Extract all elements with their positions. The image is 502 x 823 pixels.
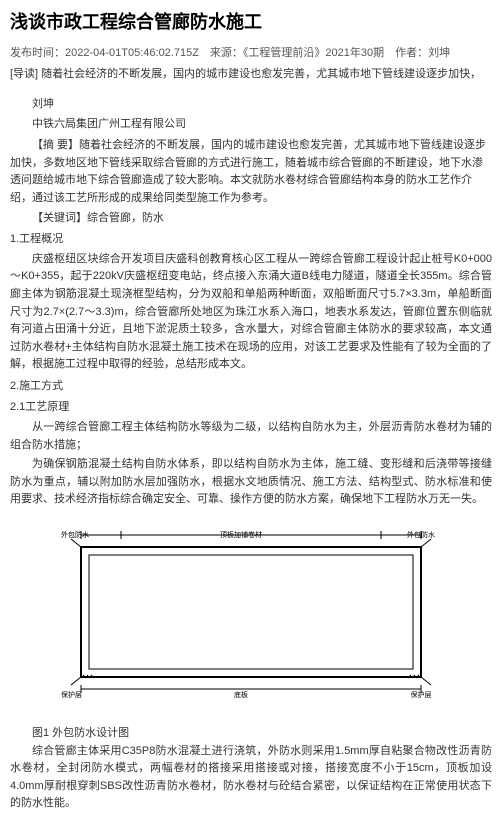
- abstract-text: 【摘 要】随着社会经济的不断发展，国内的城市建设也愈发完善，尤其城市地下管线建设…: [10, 137, 492, 207]
- section-2-heading: 2.施工方式: [10, 378, 492, 396]
- svg-text:外包防水: 外包防水: [407, 530, 435, 539]
- figure-1-caption: 图1 外包防水设计图: [10, 725, 492, 743]
- svg-text:保护层: 保护层: [411, 690, 432, 699]
- section-1-body: 庆盛枢纽区块综合开发项目庆盛科创教育核心区工程从一跨综合管廊工程设计起止桩号K0…: [10, 251, 492, 374]
- section-2-1-p1: 从一跨综合管廊工程主体结构防水等级为二级，以结构自防水为主，外层沥青防水卷材为辅…: [10, 419, 492, 454]
- section-2-1-p2: 为确保钢筋混凝土结构自防水体系，即以结构自防水为主体，施工缝、变形缝和后浇带等接…: [10, 456, 492, 509]
- author-name: 刘坤: [10, 96, 492, 114]
- svg-text:底板: 底板: [234, 690, 248, 699]
- after-figure-text: 综合管廊主体采用C35P8防水混凝土进行浇筑，外防水则采用1.5mm厚自粘聚合物…: [10, 743, 492, 813]
- meta-line: 发布时间：2022-04-01T05:46:02.715Z 来源：《工程管理前沿…: [10, 45, 492, 63]
- keywords-text: 【关键词】综合管廊，防水: [10, 210, 492, 228]
- svg-text:外包防水: 外包防水: [61, 530, 89, 539]
- page-title: 浅谈市政工程综合管廊防水施工: [10, 8, 492, 37]
- lead-text: [导读] 随着社会经济的不断发展，国内的城市建设也愈发完善，尤其城市地下管线建设…: [10, 66, 492, 84]
- svg-text:顶板加铺卷材: 顶板加铺卷材: [220, 530, 262, 539]
- section-1-heading: 1.工程概况: [10, 231, 492, 249]
- figure-1: 外包防水 外包防水 顶板加铺卷材保护层 保护层 底板: [10, 517, 492, 717]
- svg-text:保护层: 保护层: [61, 690, 82, 699]
- figure-1-svg: 外包防水 外包防水 顶板加铺卷材保护层 保护层 底板: [41, 517, 461, 717]
- section-2-1-heading: 2.1工艺原理: [10, 399, 492, 417]
- affiliation: 中铁六局集团广州工程有限公司: [10, 116, 492, 134]
